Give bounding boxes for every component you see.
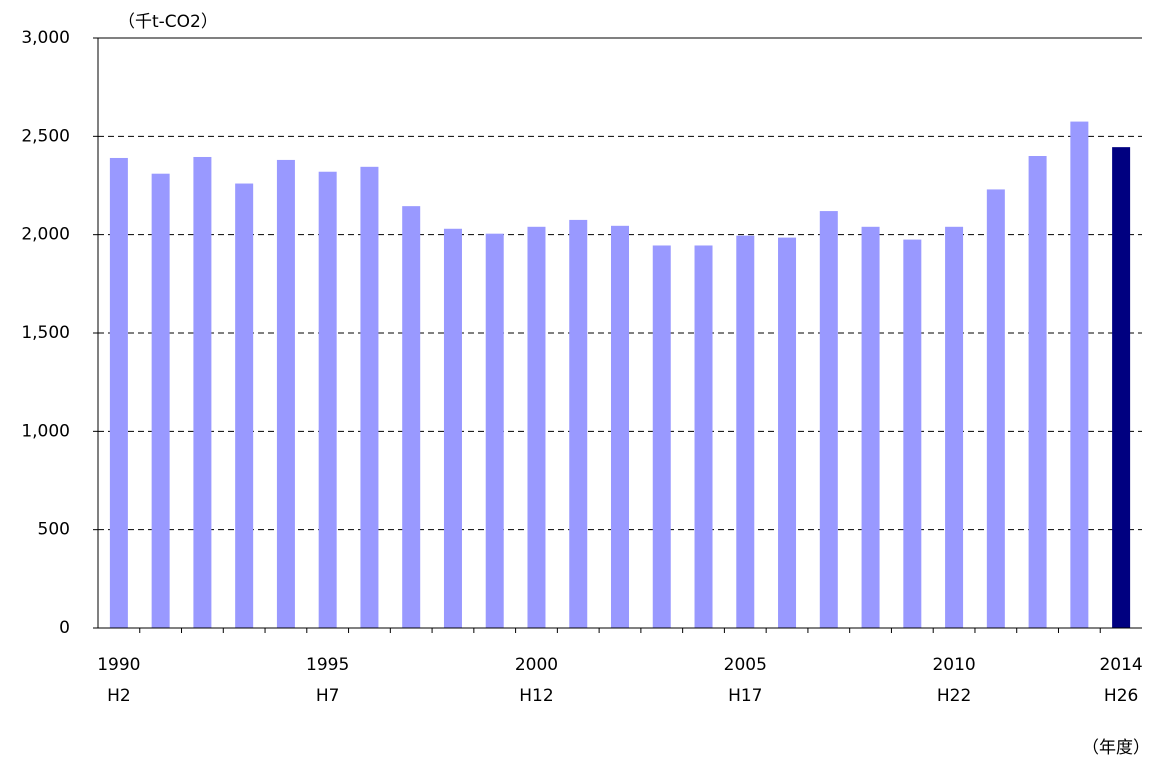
bar bbox=[861, 226, 880, 629]
bar bbox=[360, 166, 379, 629]
bar bbox=[235, 183, 254, 629]
bar bbox=[151, 173, 170, 628]
x-tick-sublabel: H2 bbox=[107, 686, 131, 706]
x-tick-sublabel: H12 bbox=[519, 686, 553, 706]
bar bbox=[903, 239, 922, 629]
x-tick-label: 1995 bbox=[306, 655, 349, 675]
bar bbox=[986, 189, 1005, 628]
bar bbox=[778, 237, 797, 628]
bar bbox=[109, 157, 128, 628]
y-tick-label: 0 bbox=[59, 618, 70, 638]
unit-label: （千t-CO2） bbox=[118, 12, 218, 32]
x-tick-sublabel: H7 bbox=[316, 686, 340, 706]
bar bbox=[1070, 121, 1089, 628]
bar bbox=[527, 226, 546, 629]
bar bbox=[945, 226, 964, 629]
y-tick-label: 1,000 bbox=[21, 421, 70, 441]
bar bbox=[193, 156, 212, 628]
bar bbox=[819, 211, 838, 629]
y-tick-label: 1,500 bbox=[21, 323, 70, 343]
x-tick-sublabel: H22 bbox=[937, 686, 971, 706]
y-tick-label: 500 bbox=[38, 520, 70, 540]
x-tick-label: 1990 bbox=[97, 655, 140, 675]
x-tick-label: 2000 bbox=[515, 655, 558, 675]
bar bbox=[402, 206, 421, 628]
x-tick-label: 2005 bbox=[724, 655, 767, 675]
y-tick-label: 3,000 bbox=[21, 28, 70, 48]
bar bbox=[1112, 147, 1131, 628]
bar bbox=[569, 219, 588, 628]
bar bbox=[694, 245, 713, 628]
x-tick-label: 2014 bbox=[1099, 655, 1142, 675]
bar bbox=[652, 245, 671, 628]
x-tick-sublabel: H17 bbox=[728, 686, 762, 706]
bar bbox=[736, 235, 755, 628]
bar bbox=[611, 225, 629, 629]
bar bbox=[276, 159, 295, 628]
y-tick-label: 2,500 bbox=[21, 126, 70, 146]
bar bbox=[485, 233, 504, 628]
bar bbox=[1028, 156, 1047, 628]
bar bbox=[318, 171, 337, 628]
x-axis-label: （年度） bbox=[1082, 738, 1150, 758]
y-tick-label: 2,000 bbox=[21, 225, 70, 245]
x-tick-label: 2010 bbox=[932, 655, 975, 675]
x-tick-sublabel: H26 bbox=[1104, 686, 1138, 706]
bar bbox=[443, 228, 462, 628]
